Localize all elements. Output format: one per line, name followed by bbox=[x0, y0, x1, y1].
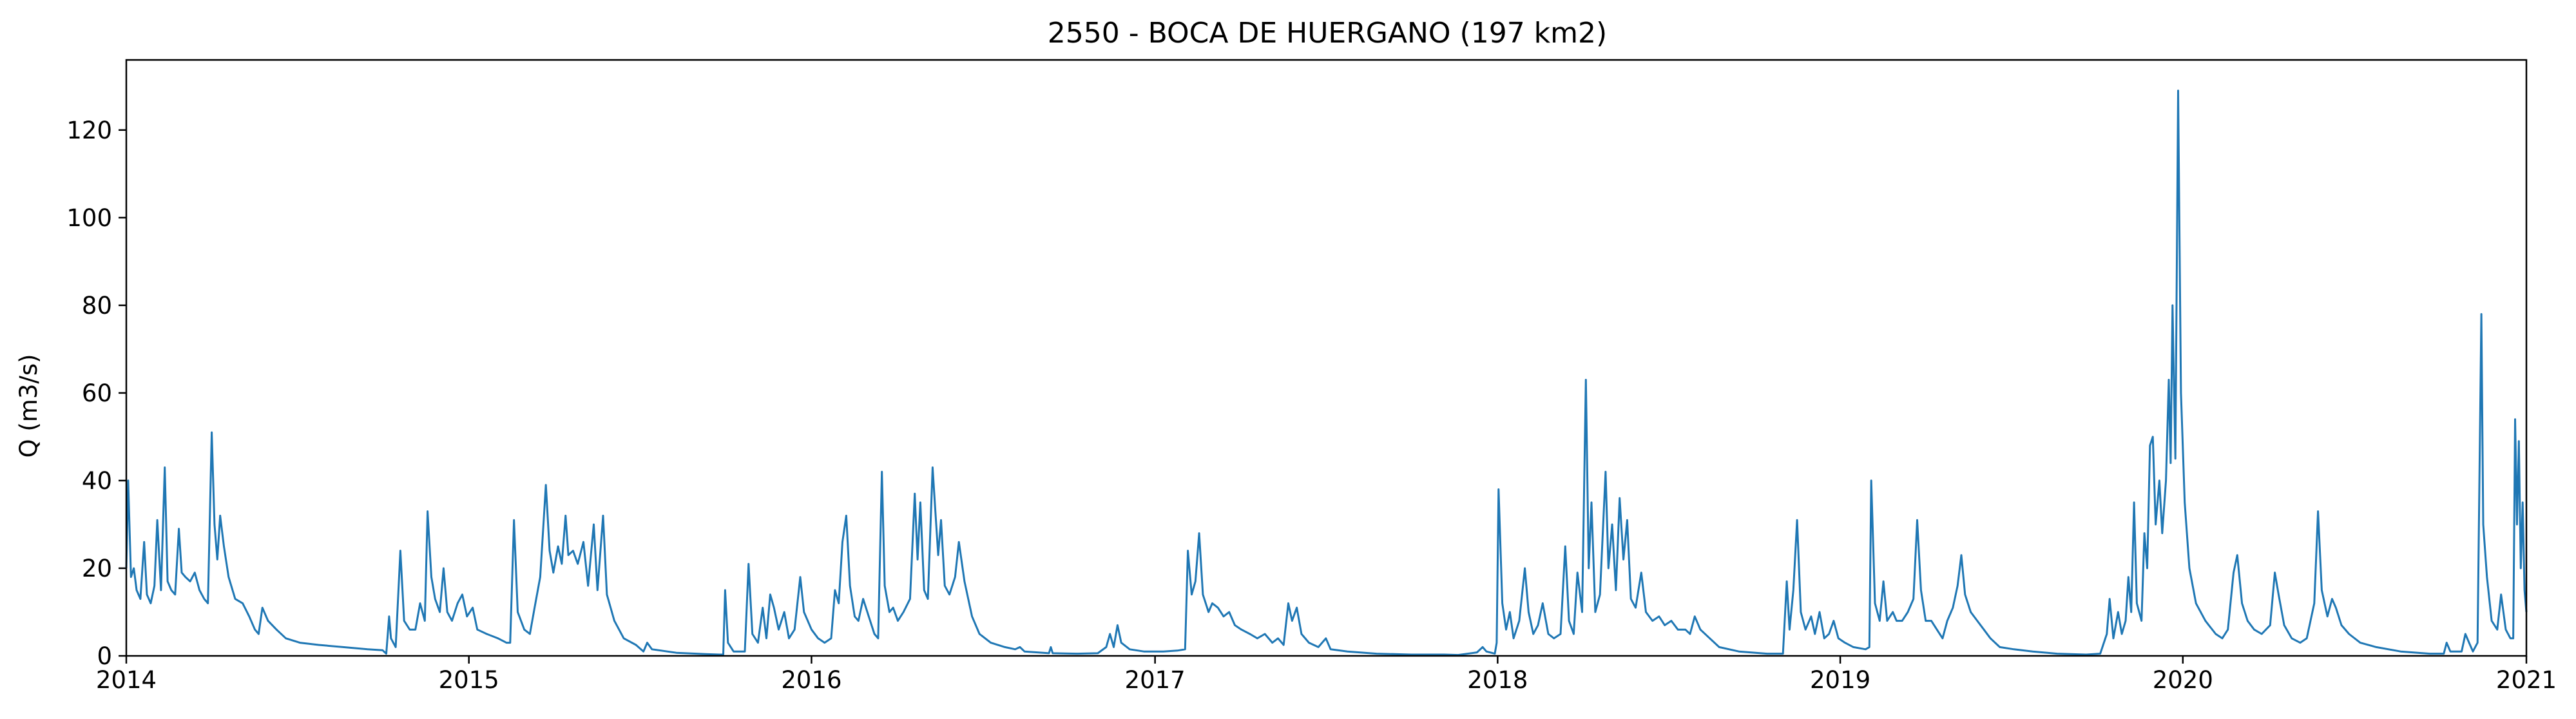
x-tick-label: 2016 bbox=[781, 666, 841, 694]
y-tick-label: 80 bbox=[82, 292, 112, 320]
x-tick-label: 2018 bbox=[1467, 666, 1528, 694]
y-tick-label: 100 bbox=[66, 204, 112, 232]
y-axis-label: Q (m3/s) bbox=[15, 354, 43, 457]
axis-ticks: 2014 2015 2016 2017 2018 2019 2020 2021 0 20 40 60 8… bbox=[66, 117, 2557, 694]
y-tick-label: 0 bbox=[97, 642, 112, 670]
y-tick-label: 60 bbox=[82, 379, 112, 407]
chart-title: 2550 - BOCA DE HUERGANO (197 km2) bbox=[1048, 17, 1607, 50]
y-tick-label: 120 bbox=[66, 117, 112, 144]
x-tick-label: 2019 bbox=[1810, 666, 1870, 694]
series-line bbox=[125, 90, 2528, 657]
y-tick-label: 40 bbox=[82, 467, 112, 495]
x-tick-label: 2020 bbox=[2153, 666, 2213, 694]
x-tick-label: 2017 bbox=[1125, 666, 1186, 694]
x-tick-label: 2021 bbox=[2496, 666, 2557, 694]
x-tick-label: 2015 bbox=[439, 666, 499, 694]
plot-frame bbox=[125, 59, 2528, 657]
x-tick-label: 2014 bbox=[96, 666, 157, 694]
y-tick-label: 20 bbox=[82, 555, 112, 582]
